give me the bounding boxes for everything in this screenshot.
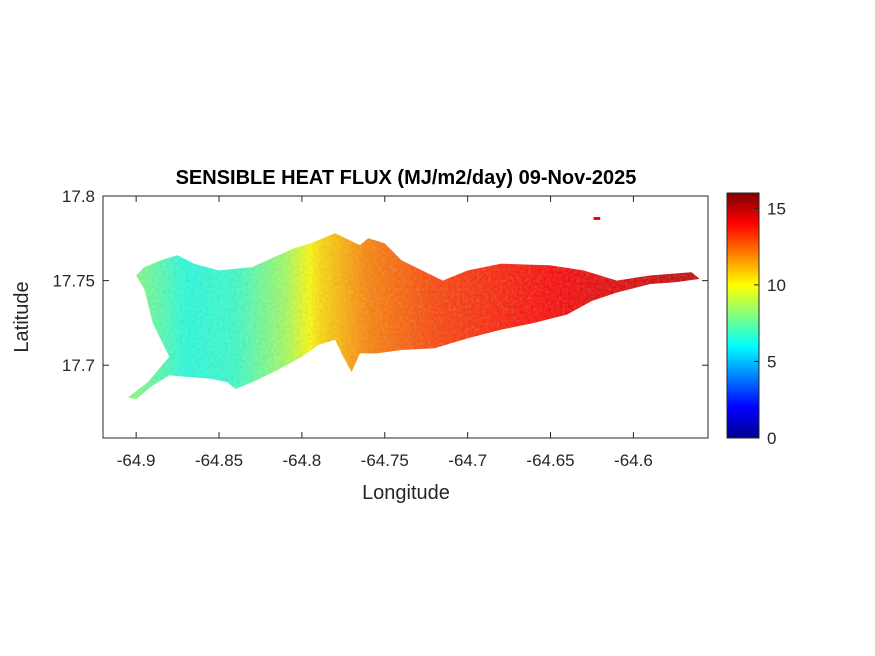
chart-title: SENSIBLE HEAT FLUX (MJ/m2/day) 09-Nov-20…	[176, 167, 637, 189]
colorbar-tick-label: 5	[767, 352, 776, 371]
colorbar-gradient	[727, 193, 759, 438]
plot-frame	[102, 195, 709, 439]
x-tick-label: -64.65	[526, 451, 574, 470]
colorbar-ticks: 0 5 10 15	[754, 199, 786, 448]
x-tick-label: -64.9	[117, 451, 156, 470]
y-tick-label: 17.75	[52, 272, 95, 291]
colorbar: 0 5 10 15	[726, 192, 786, 448]
colorbar-tick-label: 0	[767, 429, 776, 448]
colorbar-tick-label: 10	[767, 276, 786, 295]
plot-area: -64.9 -64.85 -64.8 -64.75 -64.7 -64.65 -64.6 1…	[52, 187, 709, 470]
x-tick-label: -64.8	[283, 451, 322, 470]
y-tick-label: 17.7	[62, 356, 95, 375]
y-tick-label: 17.8	[62, 187, 95, 206]
colorbar-frame	[726, 192, 760, 439]
x-tick-label: -64.85	[195, 451, 243, 470]
x-tick-label: -64.6	[614, 451, 653, 470]
y-axis: 17.7 17.75 17.8	[52, 187, 708, 375]
colorbar-tick-label: 15	[767, 199, 786, 218]
x-tick-label: -64.7	[448, 451, 487, 470]
y-axis-label: Latitude	[11, 281, 33, 352]
heat-outlier-patch	[593, 217, 601, 220]
x-tick-label: -64.75	[361, 451, 409, 470]
x-axis-label: Longitude	[362, 482, 450, 504]
x-axis: -64.9 -64.85 -64.8 -64.75 -64.7 -64.65 -64.6	[117, 196, 653, 470]
